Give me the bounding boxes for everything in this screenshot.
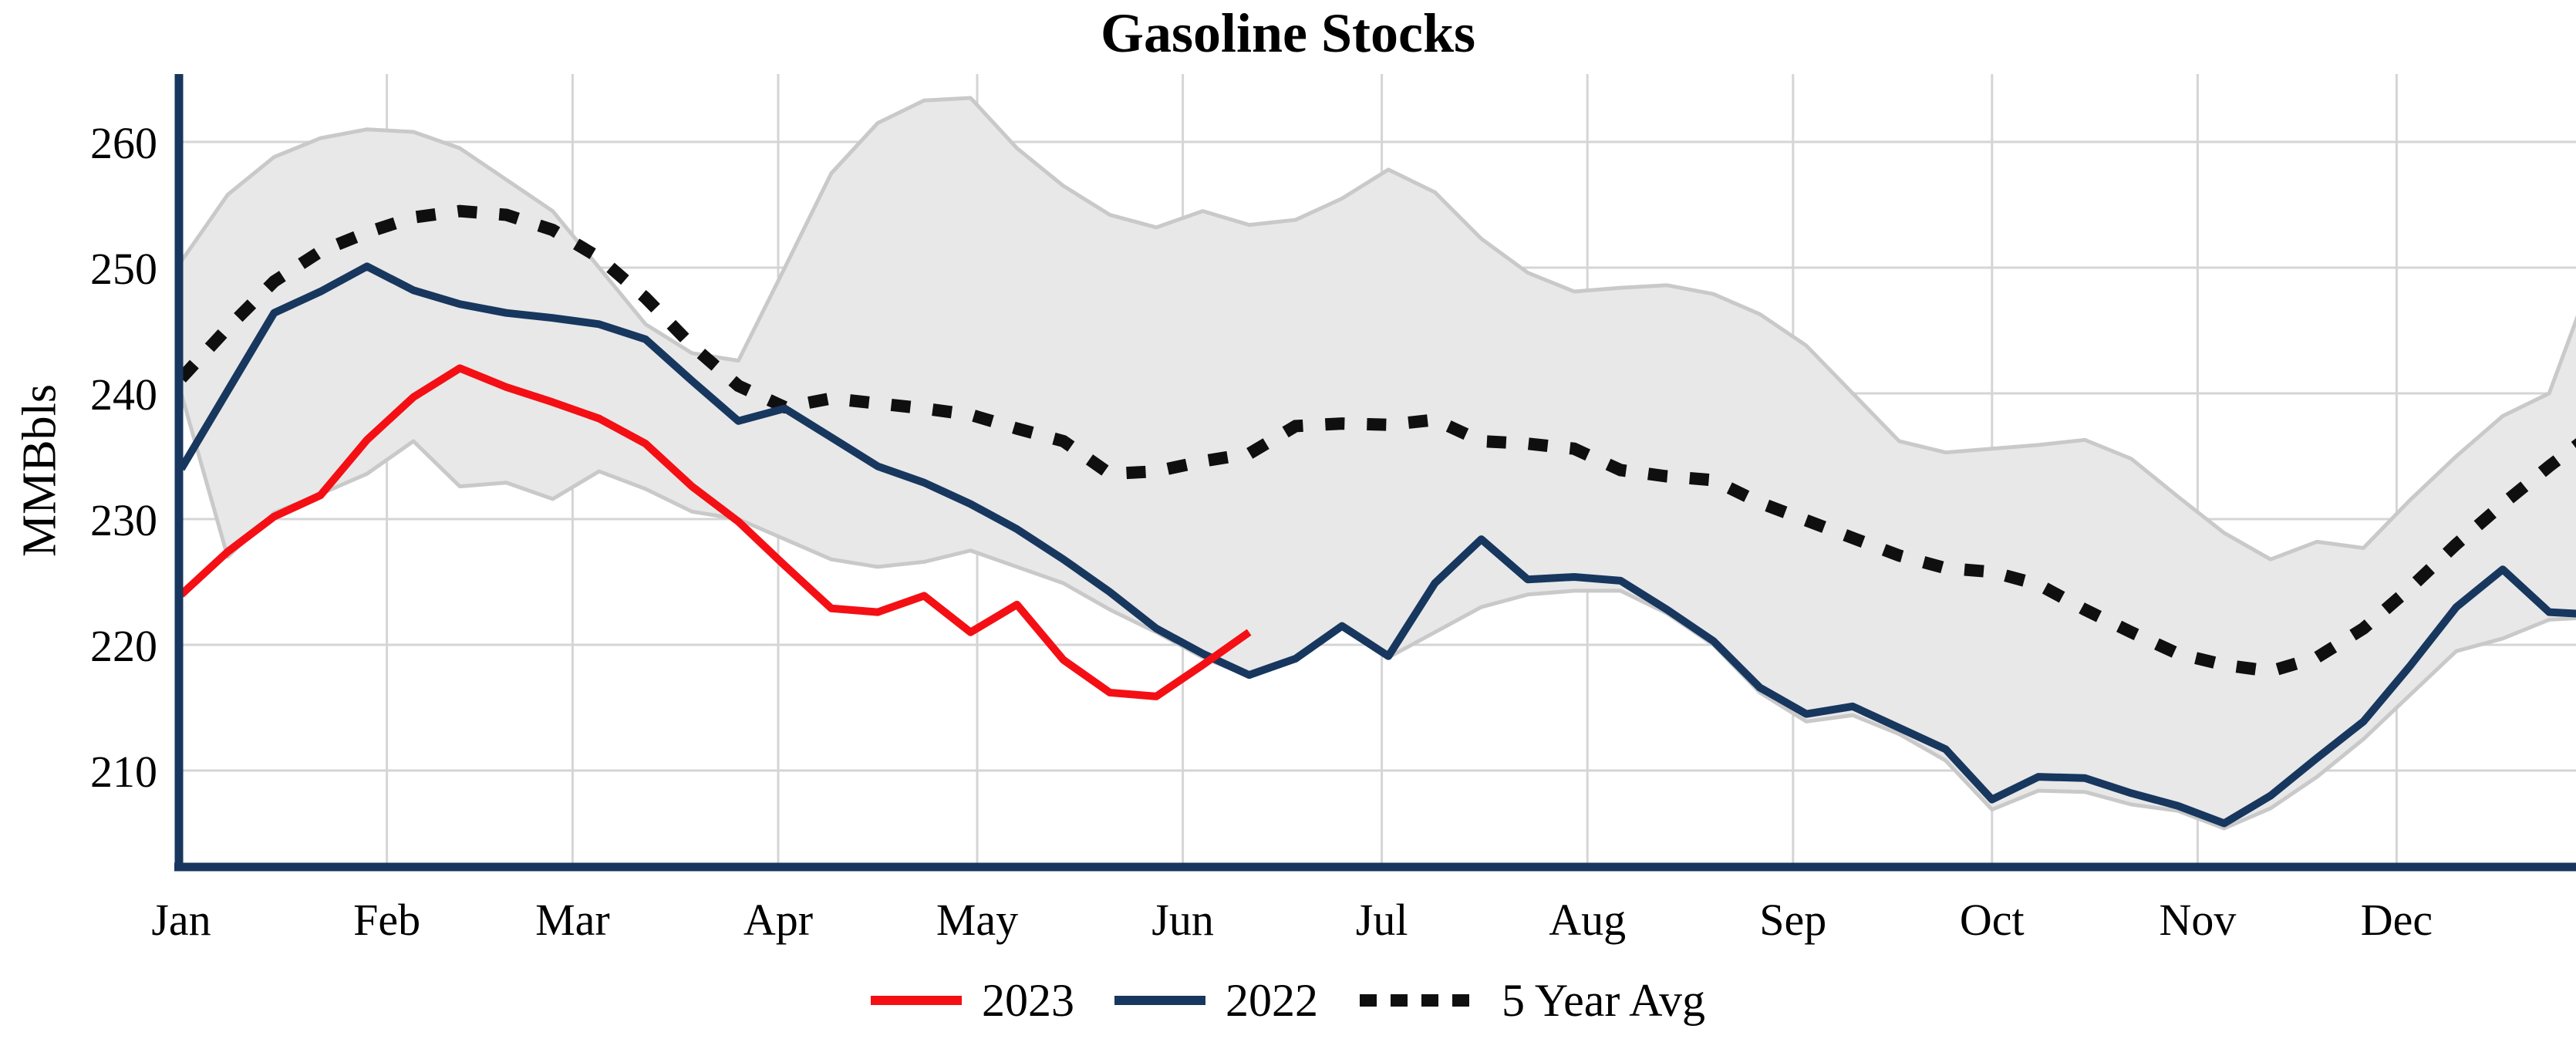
legend: 2023 2022 5 Year Avg bbox=[0, 966, 2576, 1035]
chart-title: Gasoline Stocks bbox=[1100, 2, 1476, 64]
y-tick-label: 260 bbox=[90, 118, 157, 168]
x-tick-label: Jun bbox=[1151, 895, 1214, 945]
y-tick-label: 210 bbox=[90, 747, 157, 797]
y-tick-label: 240 bbox=[90, 369, 157, 420]
legend-swatch-2022-line bbox=[1114, 996, 1206, 1005]
y-tick-label: 230 bbox=[90, 495, 157, 545]
x-tick-label: Oct bbox=[1960, 895, 2025, 945]
five-year-range-band bbox=[181, 97, 2576, 828]
legend-item-2022: 2022 bbox=[1114, 977, 1318, 1024]
x-tick-label: Apr bbox=[743, 895, 813, 945]
legend-item-2023: 2023 bbox=[871, 977, 1074, 1024]
x-tick-label: May bbox=[936, 895, 1018, 945]
legend-swatch-2023-line bbox=[871, 996, 963, 1005]
x-tick-label: Mar bbox=[535, 895, 610, 945]
y-tick-label: 250 bbox=[90, 244, 157, 294]
x-tick-label: Feb bbox=[353, 895, 420, 945]
y-tick-label: 220 bbox=[90, 621, 157, 671]
x-tick-label: Dec bbox=[2361, 895, 2433, 945]
x-tick-label: Sep bbox=[1759, 895, 1826, 945]
legend-swatch-5yr-avg-dotted-line bbox=[1360, 994, 1481, 1007]
series-2022-line bbox=[177, 262, 2576, 828]
legend-label-2023: 2023 bbox=[982, 975, 1075, 1026]
series-2023-line bbox=[178, 364, 1252, 700]
x-tick-label: Aug bbox=[1549, 895, 1626, 945]
x-tick-label: Nov bbox=[2159, 895, 2236, 945]
x-tick-label: Jul bbox=[1356, 895, 1408, 945]
legend-label-5yr-avg: 5 Year Avg bbox=[1502, 975, 1705, 1026]
x-tick-label: Jan bbox=[151, 895, 211, 945]
series-5-year-avg-line bbox=[177, 204, 2576, 678]
legend-item-5yr-avg: 5 Year Avg bbox=[1358, 977, 1705, 1024]
legend-label-2022: 2022 bbox=[1226, 975, 1319, 1026]
